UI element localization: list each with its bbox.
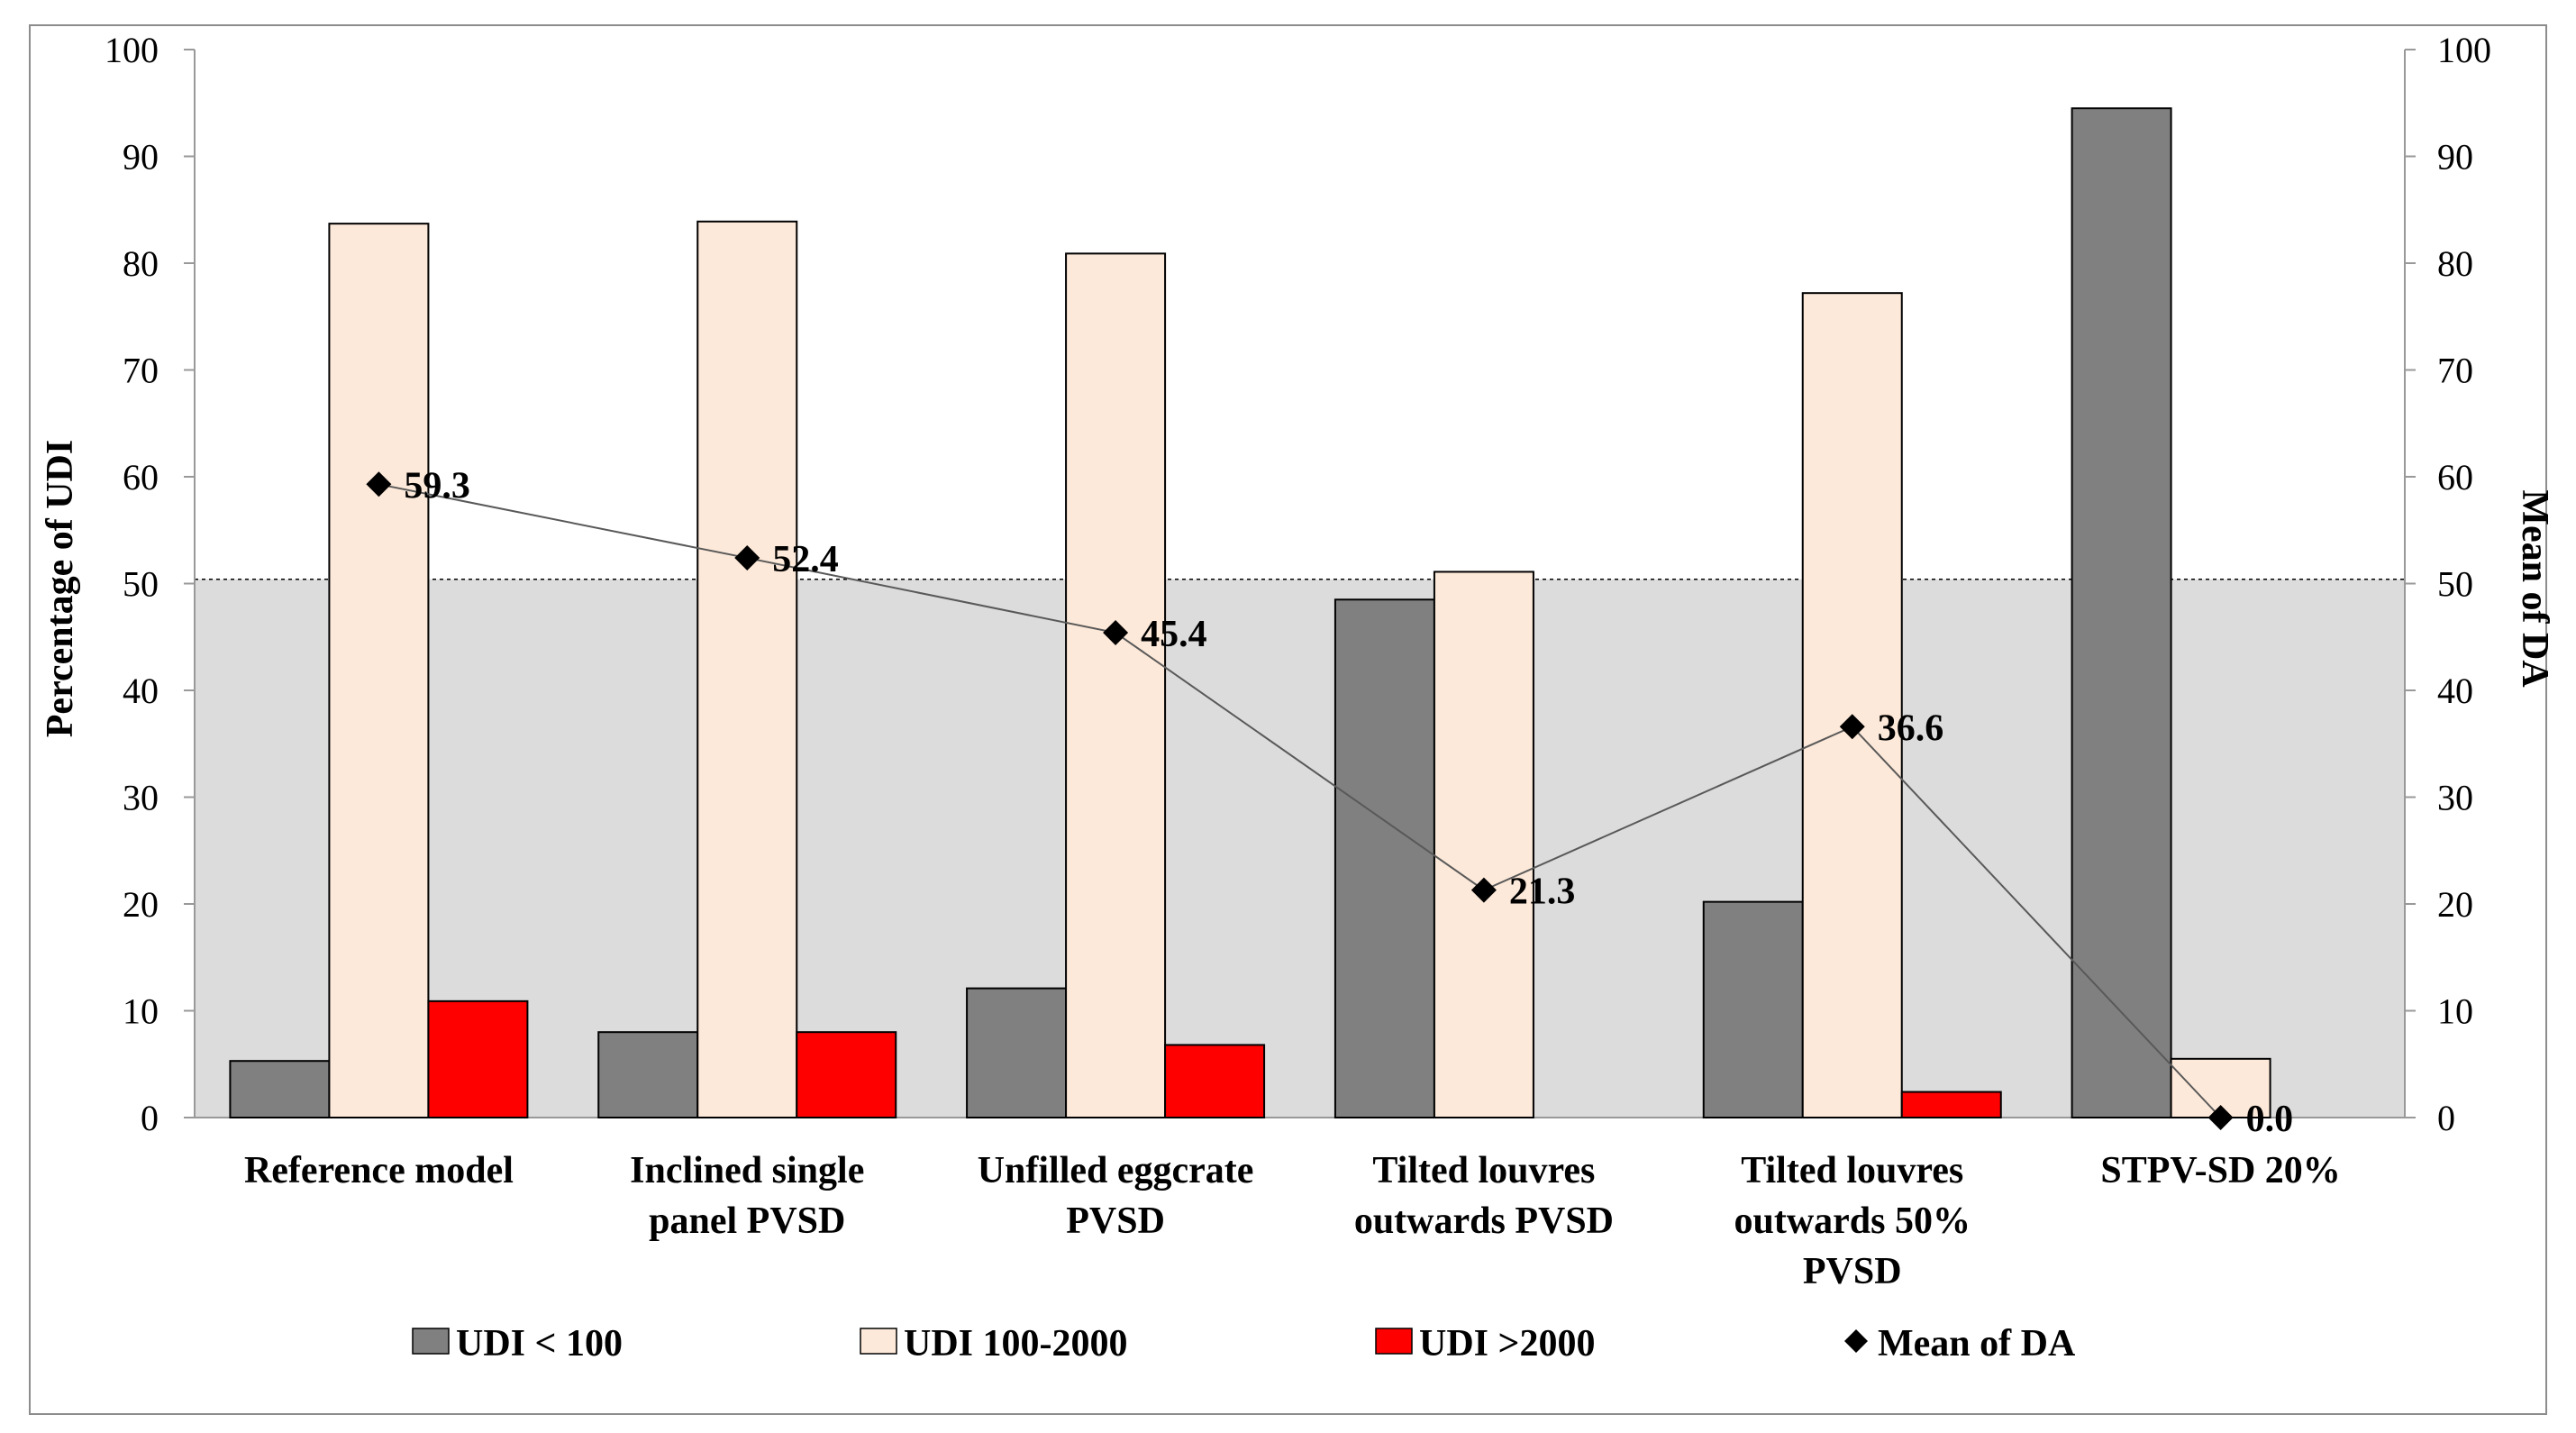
category-label: Tilted louvres outwards PVSD [1354,1150,1614,1242]
bar-udi-below-100 [229,1060,331,1118]
category-label-line: PVSD [1066,1200,1165,1242]
bars [229,107,2271,1119]
mean-da-data-label: 36.6 [1878,707,1944,749]
mean-da-marker [1470,877,1497,903]
category-label-line: PVSD [1803,1251,1902,1292]
y2-tick-label: 10 [2437,991,2473,1032]
mean-da-data-label: 21.3 [1509,872,1576,913]
mean-da-marker [2207,1105,2234,1130]
category-label-line: Inclined single [630,1150,864,1191]
category-label-line: Unfilled eggcrate [978,1150,1254,1191]
category-label: Unfilled eggcrate PVSD [978,1150,1254,1242]
category-label: Tilted louvres outwards 50% PVSD [1734,1150,1971,1292]
bar-udi-below-100 [2071,107,2172,1118]
y2-tick-label: 40 [2437,671,2473,711]
category-label: Reference model [244,1150,514,1191]
legend-swatch-mean-da [1844,1329,1868,1353]
bar-udi-above-2000 [1900,1091,2002,1119]
legend: UDI < 100 UDI 100-2000 UDI >2000 Mean of DA [412,1323,2076,1365]
axes: 0 0 10 10 20 20 30 30 40 40 50 50 60 60 70 70 80 80 90 90 10… [105,30,2491,1138]
y2-tick-label: 20 [2437,884,2473,925]
category-label-line: outwards 50% [1734,1200,1971,1242]
mean-da-data-label: 59.3 [404,465,469,507]
y2-tick-label: 30 [2437,778,2473,818]
y2-tick-label: 70 [2437,351,2473,391]
y-tick-label: 10 [123,991,159,1032]
bar-udi-100-2000 [1065,252,1167,1118]
legend-label-udi-100-2000: UDI 100-2000 [904,1323,1128,1365]
y-axis-title: Percentage of UDI [40,440,81,737]
bar-udi-below-100 [1702,900,1804,1118]
y-tick-label: 30 [123,778,159,818]
y2-tick-label: 60 [2437,457,2473,497]
mean-da-data-label: 45.4 [1141,614,1207,655]
bar-udi-above-2000 [796,1031,897,1118]
legend-swatch-udi-100-2000 [860,1328,897,1355]
chart-frame [29,24,2547,1415]
bar-udi-above-2000 [1164,1044,1266,1119]
legend-label-udi-below-100: UDI < 100 [456,1323,623,1365]
mean-da-data-label: 52.4 [772,539,839,580]
category-label-line: Tilted louvres [1741,1150,1963,1191]
y-tick-label: 80 [123,243,159,284]
bar-udi-below-100 [966,987,1068,1118]
threshold-band-fill [195,579,2405,1118]
mean-da-line: 59.3 52.4 45.4 21.3 36.6 0.0 [366,465,2293,1140]
category-labels: Reference model Inclined single panel PVSD… [244,1150,2341,1292]
mean-da-polyline [378,483,2222,1118]
y-tick-label: 50 [123,564,159,605]
y2-tick-label: 80 [2437,243,2473,284]
y2-tick-label: 100 [2437,30,2491,70]
y-tick-label: 100 [105,30,159,70]
category-label: STPV-SD 20% [2100,1150,2340,1191]
y2-tick-label: 50 [2437,564,2473,605]
category-label-line: Reference model [244,1150,514,1191]
category-label-line: outwards PVSD [1354,1200,1614,1242]
y-tick-label: 20 [123,884,159,925]
y2-tick-label: 90 [2437,137,2473,178]
category-label-line: Tilted louvres [1372,1150,1595,1191]
bar-udi-above-2000 [427,999,529,1118]
mean-da-marker [1839,714,1865,740]
y-tick-label: 70 [123,351,159,391]
legend-label-udi-above-2000: UDI >2000 [1419,1323,1595,1365]
y2-tick-label: 0 [2437,1098,2455,1138]
mean-da-marker [734,545,760,571]
bar-udi-100-2000 [696,220,798,1119]
mean-da-marker [366,471,392,497]
category-label-line: panel PVSD [649,1200,845,1242]
legend-label-mean-da: Mean of DA [1878,1323,2076,1365]
mean-da-marker [1103,620,1129,646]
category-label: Inclined single panel PVSD [630,1150,864,1242]
y-tick-label: 90 [123,137,159,178]
mean-da-data-label: 0.0 [2246,1099,2294,1140]
bar-udi-below-100 [597,1031,699,1118]
category-label-line: STPV-SD 20% [2100,1150,2340,1191]
bar-udi-below-100 [1334,598,1435,1118]
legend-swatch-udi-above-2000 [1375,1328,1413,1355]
bar-udi-100-2000 [1433,570,1534,1118]
bar-udi-100-2000 [1801,292,1903,1118]
bar-udi-100-2000 [328,223,430,1118]
y-tick-label: 40 [123,671,159,711]
threshold-band [195,579,2405,1118]
y-tick-label: 0 [141,1098,159,1138]
legend-swatch-udi-below-100 [412,1328,450,1355]
y-tick-label: 60 [123,457,159,497]
y2-axis-title: Mean of DA [2514,489,2555,688]
